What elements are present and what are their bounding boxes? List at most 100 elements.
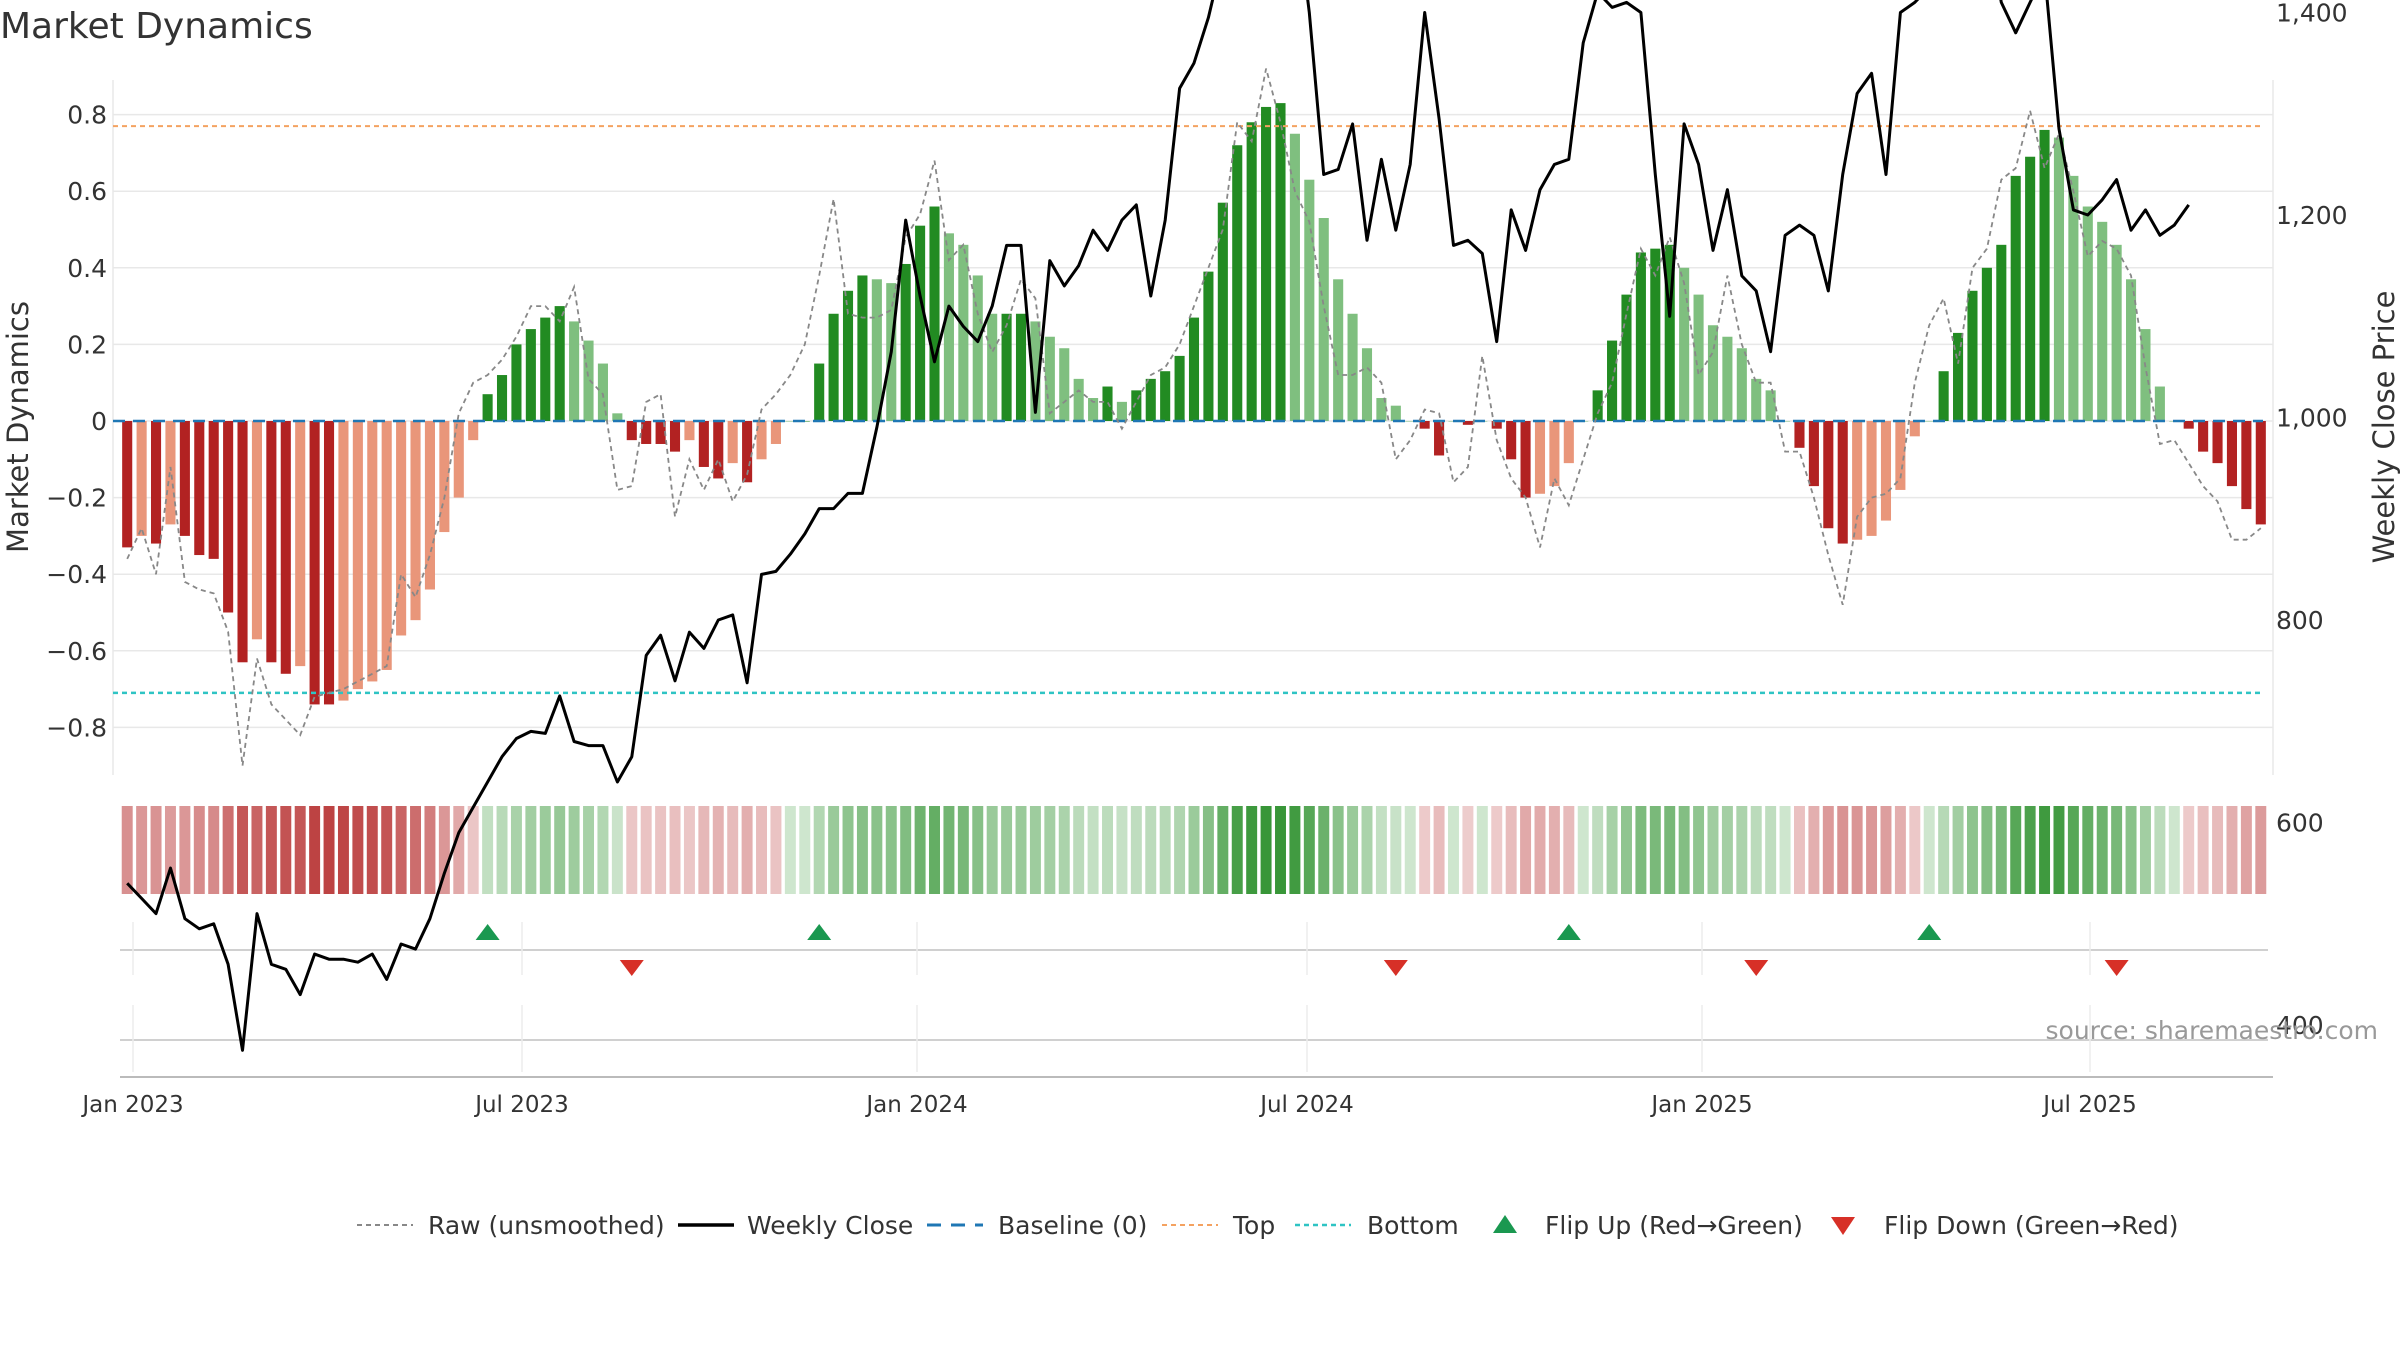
heat-cell: [626, 806, 638, 894]
dynamics-bar: [1650, 248, 1661, 421]
heat-cell: [640, 806, 652, 894]
dynamics-bar: [1044, 336, 1055, 421]
dynamics-bar: [1967, 290, 1978, 421]
legend-item: Flip Up (Red→Green): [1493, 1211, 1803, 1240]
dynamics-bar: [295, 421, 306, 667]
dynamics-bar: [511, 344, 522, 421]
dynamics-bar: [669, 421, 681, 452]
heat-cell: [1548, 806, 1560, 894]
dynamics-bar: [1145, 378, 1156, 421]
heat-cell: [2082, 806, 2094, 894]
heat-cell: [1145, 806, 1157, 894]
dynamics-bar: [569, 321, 580, 421]
weekly-close-line: [126, 0, 2190, 1052]
heat-cell: [2024, 806, 2036, 894]
heat-cell: [2010, 806, 2022, 894]
dynamics-bar: [814, 363, 825, 421]
heat-cell: [1116, 806, 1128, 894]
dynamics-bar: [943, 233, 954, 421]
heat-cell: [2096, 806, 2108, 894]
dynamics-bar: [1722, 336, 1733, 421]
flip-down-marker: [2104, 960, 2129, 976]
left-tick-label: 0: [91, 407, 107, 436]
right-tick-label: 600: [2276, 809, 2324, 838]
heat-cell: [179, 806, 191, 894]
dynamics-bar: [396, 421, 407, 636]
right-tick-label: 800: [2276, 606, 2324, 635]
heat-cell: [784, 806, 796, 894]
heat-cell: [856, 806, 868, 894]
flip-down-marker: [1744, 960, 1769, 976]
weekly-close-series: [126, 0, 2190, 1052]
dynamics-bar: [958, 244, 969, 421]
heat-cell: [438, 806, 450, 894]
heat-cell: [2139, 806, 2151, 894]
dynamics-bar: [785, 421, 796, 422]
dynamics-bar: [1174, 355, 1185, 421]
heat-cell: [871, 806, 883, 894]
dynamics-bar: [1621, 294, 1632, 421]
dynamics-bar: [2226, 421, 2237, 487]
heat-cell: [251, 806, 263, 894]
heat-cell: [381, 806, 393, 894]
flip-up-marker: [1556, 924, 1581, 940]
dynamics-bar: [251, 421, 262, 640]
dynamics-bar: [150, 421, 162, 544]
regime-heat-strip: [121, 806, 2267, 894]
chart-title: Market Dynamics: [0, 6, 313, 47]
dynamics-bar: [136, 421, 147, 536]
dynamics-bar: [323, 421, 335, 705]
heat-cell: [1404, 806, 1416, 894]
heat-cell: [727, 806, 739, 894]
dynamics-bar: [496, 375, 508, 421]
heat-cell: [655, 806, 667, 894]
heat-cell: [1880, 806, 1892, 894]
dynamics-bar: [1794, 421, 1805, 448]
dynamics-bar: [1880, 421, 1892, 521]
x-tick-label: Jul 2024: [1258, 1092, 1354, 1118]
heat-cell: [1721, 806, 1733, 894]
heat-cell: [1765, 806, 1777, 894]
dynamics-bar: [2198, 421, 2209, 452]
heat-cell: [1433, 806, 1445, 894]
heat-cell: [280, 806, 292, 894]
x-tick-label: Jan 2025: [1649, 1092, 1752, 1118]
heat-cell: [496, 806, 508, 894]
heat-cell: [2067, 806, 2079, 894]
heat-cell: [2168, 806, 2180, 894]
dynamics-bar: [1188, 317, 1200, 421]
x-axis-ticks: Jan 2023 Jul 2023 Jan 2024 Jul 2024 Jan 2025…: [80, 1092, 2136, 1118]
reference-lines: [113, 125, 2263, 695]
dynamics-bar: [612, 413, 623, 421]
legend-swatch: [1493, 1215, 1517, 1233]
dynamics-bar: [1563, 421, 1574, 464]
dynamics-bar: [1001, 313, 1012, 421]
heat-cell: [1390, 806, 1402, 894]
heat-cell: [1923, 806, 1935, 894]
dynamics-bar: [626, 421, 637, 441]
heat-cell: [1981, 806, 1993, 894]
heat-cell: [1015, 806, 1027, 894]
heat-cell: [366, 806, 378, 894]
raw-series: [126, 68, 2262, 766]
left-tick-label: 0.6: [67, 177, 107, 206]
dynamics-bar: [1232, 145, 1243, 422]
heat-cell: [885, 806, 897, 894]
dynamics-bar: [1707, 325, 1719, 421]
dynamics-bar: [987, 313, 998, 421]
dynamics-bar: [2212, 421, 2223, 464]
heat-cell: [1073, 806, 1085, 894]
heat-cell: [265, 806, 277, 894]
right-tick-label: 1,400: [2276, 0, 2348, 28]
dynamics-bar: [2241, 421, 2252, 510]
dynamics-bar: [367, 421, 378, 682]
heat-cell: [1491, 806, 1503, 894]
heat-cell: [323, 806, 335, 894]
dynamics-bar: [1953, 332, 1964, 421]
heat-cell: [539, 806, 551, 894]
heat-cell: [1029, 806, 1041, 894]
heat-cell: [482, 806, 494, 894]
legend-item: Raw (unsmoothed): [357, 1211, 665, 1240]
dynamics-bar: [2097, 221, 2108, 421]
dynamics-bar: [1333, 279, 1344, 421]
